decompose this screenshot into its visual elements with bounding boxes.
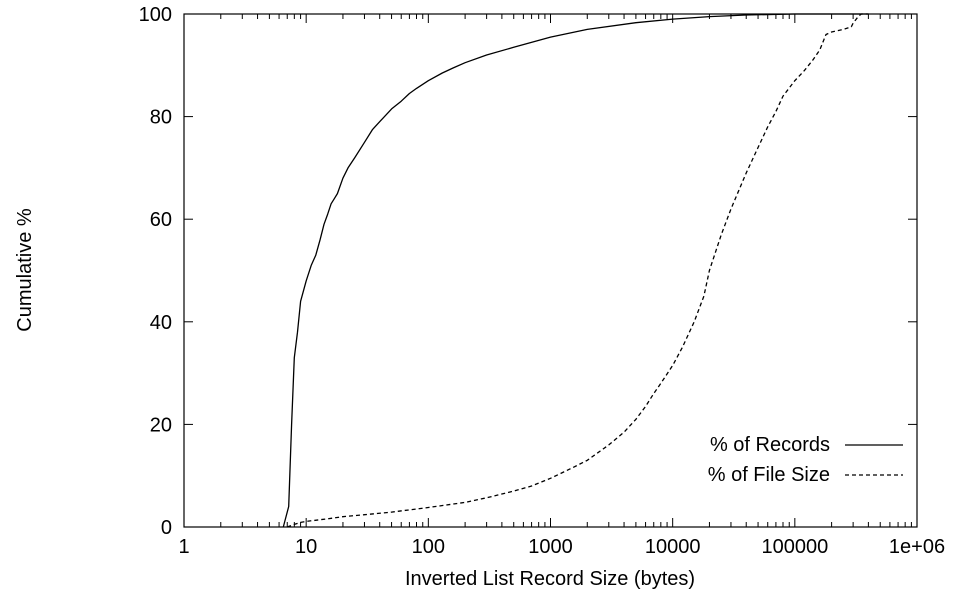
y-axis-label: Cumulative %	[14, 208, 36, 332]
y-tick-label: 60	[150, 209, 172, 231]
x-tick-label: 10000	[645, 536, 701, 558]
series-layer	[282, 13, 869, 528]
x-tick-label: 100000	[761, 536, 828, 558]
x-axis: 1 10 100 1000 10000 100000 1e+06	[178, 14, 945, 558]
x-tick-label: 1000	[528, 536, 573, 558]
legend: % of Records % of File Size	[708, 434, 903, 486]
series-records-line	[282, 13, 869, 528]
y-tick-label: 0	[161, 517, 172, 539]
series-file-size-line	[286, 13, 869, 528]
x-tick-label: 100	[412, 536, 445, 558]
y-axis: 0 20 40 60 80 100	[139, 4, 917, 539]
legend-label-file-size: % of File Size	[708, 464, 830, 486]
y-tick-label: 100	[139, 4, 172, 26]
x-tick-label: 10	[295, 536, 317, 558]
x-tick-label: 1e+06	[889, 536, 945, 558]
x-axis-label: Inverted List Record Size (bytes)	[405, 568, 695, 590]
legend-label-records: % of Records	[710, 434, 830, 456]
y-tick-label: 40	[150, 312, 172, 334]
x-tick-label: 1	[178, 536, 189, 558]
y-tick-label: 80	[150, 107, 172, 129]
y-tick-label: 20	[150, 414, 172, 436]
